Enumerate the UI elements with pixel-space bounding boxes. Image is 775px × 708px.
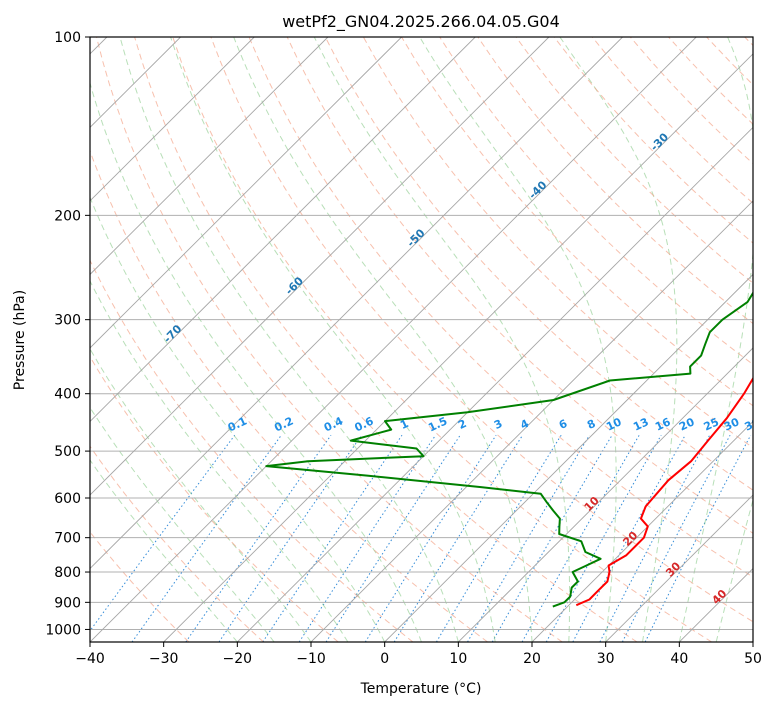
x-tick-label: 10	[449, 651, 467, 667]
x-tick-label: 40	[670, 651, 688, 667]
moist-adiabat-line	[419, 37, 617, 642]
isotherm-line	[90, 37, 402, 349]
dry-adiabat-line	[172, 37, 712, 642]
x-tick-label: −20	[223, 651, 253, 667]
y-tick-label: 900	[54, 595, 81, 611]
y-tick-label: 400	[54, 387, 81, 403]
dry-adiabat-line	[90, 445, 264, 642]
isotherm-gridlines	[90, 37, 753, 642]
dry-adiabat-line	[134, 37, 638, 642]
y-tick-label: 300	[54, 313, 81, 329]
temperature-profile-line	[575, 376, 753, 607]
isotherm-line	[384, 273, 753, 642]
dry-adiabat-line	[515, 37, 753, 284]
y-tick-label: 1000	[45, 622, 81, 638]
mixing-ratio-label: 16	[653, 415, 673, 433]
y-tick-label: 200	[54, 208, 81, 224]
isotherm-line	[237, 126, 753, 642]
x-axis-title: Temperature (°C)	[360, 681, 482, 697]
x-tick-label: 30	[597, 651, 615, 667]
isotherm-line	[531, 420, 753, 642]
mixing-ratio-line	[521, 434, 640, 642]
x-tick-label: −30	[149, 651, 179, 667]
mixing-ratio-line	[572, 434, 686, 642]
isotherm-line	[163, 53, 753, 642]
y-tick-label: 600	[54, 491, 81, 507]
mixing-ratio-label: 10	[604, 415, 624, 433]
moist-adiabat-line	[90, 406, 275, 642]
dry-adiabat-line	[90, 259, 414, 642]
y-tick-label: 100	[54, 30, 81, 46]
mixing-ratio-line	[545, 434, 662, 642]
dry-adiabat-line	[90, 355, 339, 642]
mixing-ratio-line	[467, 434, 590, 642]
isotherm-line	[90, 37, 697, 642]
isobar-gridlines	[90, 37, 753, 630]
x-tick-label: −10	[296, 651, 326, 667]
mixing-ratio-line	[621, 434, 731, 642]
isotherm-line	[90, 37, 255, 202]
mixing-ratio-label: 13	[631, 415, 650, 433]
isotherm-line	[310, 200, 753, 642]
dewpoint-profile-line	[265, 291, 753, 608]
dry-adiabat-line	[248, 37, 753, 578]
dry-adiabat-line	[477, 37, 753, 325]
dry-adiabat-line	[324, 37, 753, 491]
dry-adiabat-line	[286, 37, 753, 534]
isotherm-line	[90, 37, 476, 423]
mixing-ratio-line	[644, 434, 752, 642]
y-axis-title: Pressure (hPa)	[12, 290, 28, 390]
moist-adiabat-line	[233, 37, 533, 642]
isotherm-line	[90, 37, 550, 496]
mixing-ratio-line	[364, 434, 497, 642]
isotherm-line	[458, 347, 753, 642]
mixing-ratio-line	[185, 434, 332, 642]
mixing-ratio-line	[325, 434, 461, 642]
moist-adiabat-line	[559, 37, 678, 642]
y-tick-label: 800	[54, 565, 81, 581]
y-tick-label: 700	[54, 531, 81, 547]
sounding-series	[265, 291, 753, 608]
moist-adiabat-line	[90, 196, 386, 642]
mixing-ratio-line	[218, 434, 363, 642]
mixing-ratio-label: 30	[722, 415, 742, 433]
dry-adiabat-line	[96, 37, 563, 642]
isotherm-line	[605, 494, 753, 642]
plot-frame	[89, 36, 754, 643]
plot-area: 0.10.20.40.611.52346810131620253036-100-…	[90, 37, 762, 642]
mixing-ratio-label: 36	[742, 415, 762, 433]
x-tick-label: 20	[523, 651, 541, 667]
moist-adiabat-line	[313, 37, 571, 642]
mixing-ratio-label: 20	[677, 415, 697, 433]
y-tick-label: 500	[54, 444, 81, 460]
x-tick-label: 50	[744, 651, 762, 667]
mixing-ratio-label: 25	[702, 415, 721, 433]
x-tick-label: 0	[380, 651, 389, 667]
moist-adiabat-line	[715, 498, 753, 642]
dry-adiabat-line	[210, 37, 753, 623]
mixing-ratio-line	[491, 434, 613, 642]
isotherm-line	[90, 37, 329, 276]
dry-adiabats	[90, 37, 753, 642]
mixing-ratio-line	[90, 434, 236, 632]
moist-adiabat-line	[90, 81, 422, 642]
axes: −40 −30 −20 −10 0 10 20 30 40 50 100 200 300 400 500 60…	[45, 30, 762, 667]
moist-adiabat-line	[170, 37, 496, 642]
moist-adiabat-line	[90, 459, 238, 642]
x-tick-label: −40	[75, 651, 105, 667]
isotherm-line	[90, 37, 623, 570]
chart-title: wetPf2_GN04.2025.266.04.05.G04	[282, 12, 560, 32]
moist-adiabat-line	[678, 37, 753, 642]
